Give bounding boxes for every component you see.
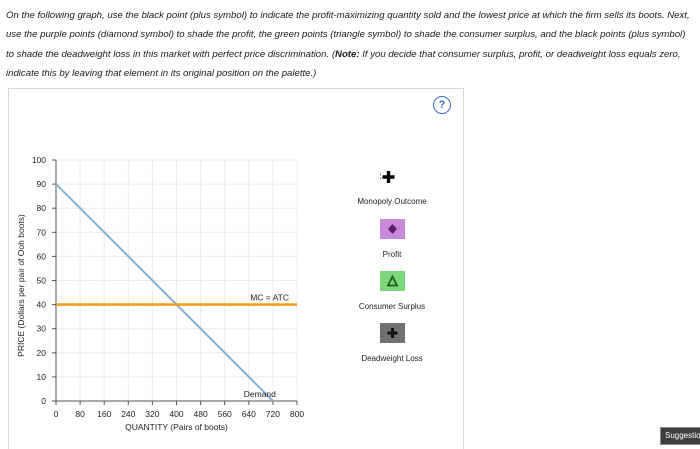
help-icon[interactable]: ? xyxy=(433,96,451,114)
y-tick-label: 0 xyxy=(41,396,46,406)
triangle-icon xyxy=(386,274,399,287)
x-tick-label: 0 xyxy=(54,409,59,419)
deadweight-loss-tool[interactable] xyxy=(380,323,405,343)
palette-label-consumer-surplus: Consumer Surplus xyxy=(358,302,426,311)
x-tick-label: 800 xyxy=(290,409,304,419)
x-tick-label: 240 xyxy=(121,409,135,419)
y-axis-title: PRICE (Dollars per pair of Ooh boots) xyxy=(16,214,26,357)
demand-label: Demand xyxy=(244,389,276,399)
y-tick-label: 60 xyxy=(37,251,47,261)
mc-atc-label: MC = ATC xyxy=(250,293,289,303)
graph-canvas[interactable]: 0 10 20 30 40 50 60 70 80 90 100 0 80 160 240 320 400 480… xyxy=(9,89,463,449)
x-tick-label: 160 xyxy=(97,409,111,419)
y-tick-label: 30 xyxy=(37,324,47,334)
diamond-icon xyxy=(388,224,397,234)
instructions-text: On the following graph, use the black po… xyxy=(6,6,696,84)
plus-icon xyxy=(378,171,395,183)
y-tick-label: 100 xyxy=(32,155,46,165)
plus-icon xyxy=(387,328,398,338)
consumer-surplus-tool[interactable] xyxy=(380,271,405,291)
instructions-note: If you decide that consumer surplus, pro… xyxy=(6,48,681,80)
suggestion-button[interactable]: Suggestio xyxy=(660,427,700,445)
monopoly-outcome-tool[interactable] xyxy=(378,167,405,187)
note-label: Note: xyxy=(335,48,360,60)
palette-label-deadweight-loss: Deadweight Loss xyxy=(361,354,423,363)
x-tick-label: 560 xyxy=(218,409,232,419)
y-tick-label: 50 xyxy=(37,276,47,286)
instructions-main: On the following graph, use the black po… xyxy=(6,10,690,60)
y-tick-label: 40 xyxy=(37,300,47,310)
palette-label-monopoly-outcome: Monopoly Outcome xyxy=(357,197,427,206)
graph-panel: 0 10 20 30 40 50 60 70 80 90 100 0 80 160 240 320 400 480… xyxy=(8,88,464,449)
x-tick-label: 480 xyxy=(194,409,208,419)
x-tick-label: 640 xyxy=(242,409,256,419)
palette-label-profit: Profit xyxy=(382,250,402,259)
x-axis-title: QUANTITY (Pairs of boots) xyxy=(125,422,228,432)
y-tick-label: 90 xyxy=(37,179,47,189)
x-tick-label: 400 xyxy=(169,409,183,419)
y-tick-label: 70 xyxy=(37,227,47,237)
y-tick-label: 80 xyxy=(37,203,47,213)
x-tick-label: 720 xyxy=(266,409,280,419)
demand-curve[interactable] xyxy=(55,183,274,402)
y-tick-label: 10 xyxy=(37,372,47,382)
y-tick-label: 20 xyxy=(37,348,47,358)
x-tick-label: 320 xyxy=(145,409,159,419)
profit-tool[interactable] xyxy=(380,219,405,239)
x-tick-label: 80 xyxy=(75,409,85,419)
